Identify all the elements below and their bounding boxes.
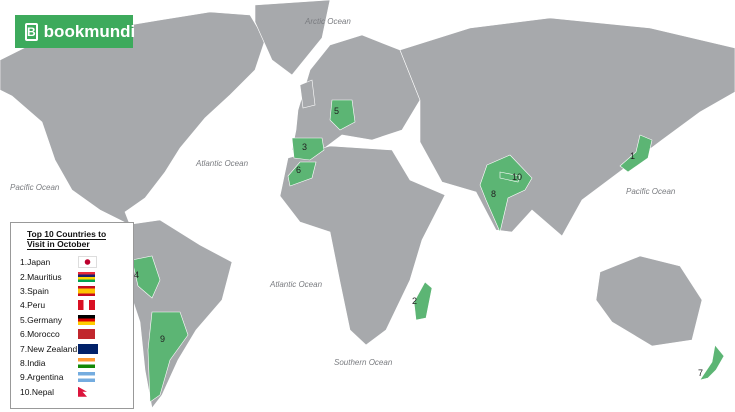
germany-flag-icon (78, 314, 95, 325)
europe (291, 34, 421, 151)
marker-spain[interactable]: 3 (302, 142, 308, 152)
new-zealand-flag-icon (78, 343, 98, 354)
logo-icon: B (25, 22, 38, 41)
marker-peru[interactable]: 4 (134, 270, 140, 280)
spain-region (291, 137, 325, 161)
ocean-label: Southern Ocean (334, 358, 393, 367)
peru-flag-icon (78, 300, 95, 311)
marker-mauritius[interactable]: 2 (412, 296, 418, 306)
australia (595, 255, 703, 347)
legend-item: 10.Nepal (11, 385, 133, 399)
legend-item: 3.Spain (11, 284, 133, 298)
japan-region (619, 134, 653, 173)
marker-nepal[interactable]: 10 (512, 172, 523, 182)
legend-item: 6.Morocco (11, 327, 133, 341)
marker-india[interactable]: 8 (491, 189, 497, 199)
india-flag-icon (78, 357, 95, 368)
ocean-label: Atlantic Ocean (196, 159, 249, 168)
madagascar-region (413, 281, 433, 321)
nepal-region (499, 171, 521, 183)
ocean-label: Pacific Ocean (10, 183, 60, 192)
africa (279, 145, 446, 346)
germany-region (329, 99, 356, 131)
legend-item: 7.New Zealand (11, 341, 133, 355)
japan-flag-icon (78, 256, 97, 269)
legend-item: 8.India (11, 356, 133, 370)
marker-germany[interactable]: 5 (334, 106, 340, 116)
marker-morocco[interactable]: 6 (296, 165, 302, 175)
legend: Top 10 Countries to Visit in October 1.Ja… (10, 222, 134, 409)
uk (299, 79, 316, 109)
ocean-label: Pacific Ocean (626, 187, 676, 196)
argentina-flag-icon (78, 372, 95, 383)
asia (399, 17, 735, 237)
legend-item: 1.Japan (11, 255, 133, 269)
legend-item: 5.Germany (11, 313, 133, 327)
ocean-label: Atlantic Ocean (270, 280, 323, 289)
marker-japan[interactable]: 1 (630, 151, 636, 161)
morocco-region (287, 161, 317, 187)
nepal-flag-icon (78, 386, 87, 397)
spain-flag-icon (78, 285, 95, 296)
legend-item: 9.Argentina (11, 370, 133, 384)
peru-region (131, 255, 161, 299)
morocco-flag-icon (78, 329, 95, 340)
new-zealand-region (699, 344, 725, 381)
mauritius-flag-icon (78, 271, 95, 282)
argentina-region (147, 311, 189, 403)
india-region (479, 154, 533, 233)
marker-argentina[interactable]: 9 (160, 334, 166, 344)
ocean-label: Arctic Ocean (305, 17, 351, 26)
legend-title: Top 10 Countries to Visit in October (27, 229, 107, 250)
logo-text: bookmundi (43, 21, 136, 41)
legend-item: 4.Peru (11, 298, 133, 312)
greenland (254, 0, 331, 76)
marker-new-zealand[interactable]: 7 (698, 368, 704, 378)
legend-item: 2.Mauritius (11, 269, 133, 283)
north-america (0, 11, 266, 226)
